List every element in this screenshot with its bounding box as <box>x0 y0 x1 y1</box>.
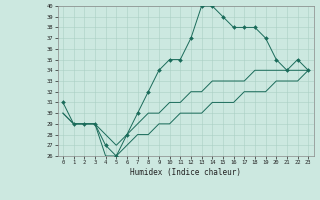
X-axis label: Humidex (Indice chaleur): Humidex (Indice chaleur) <box>130 168 241 177</box>
